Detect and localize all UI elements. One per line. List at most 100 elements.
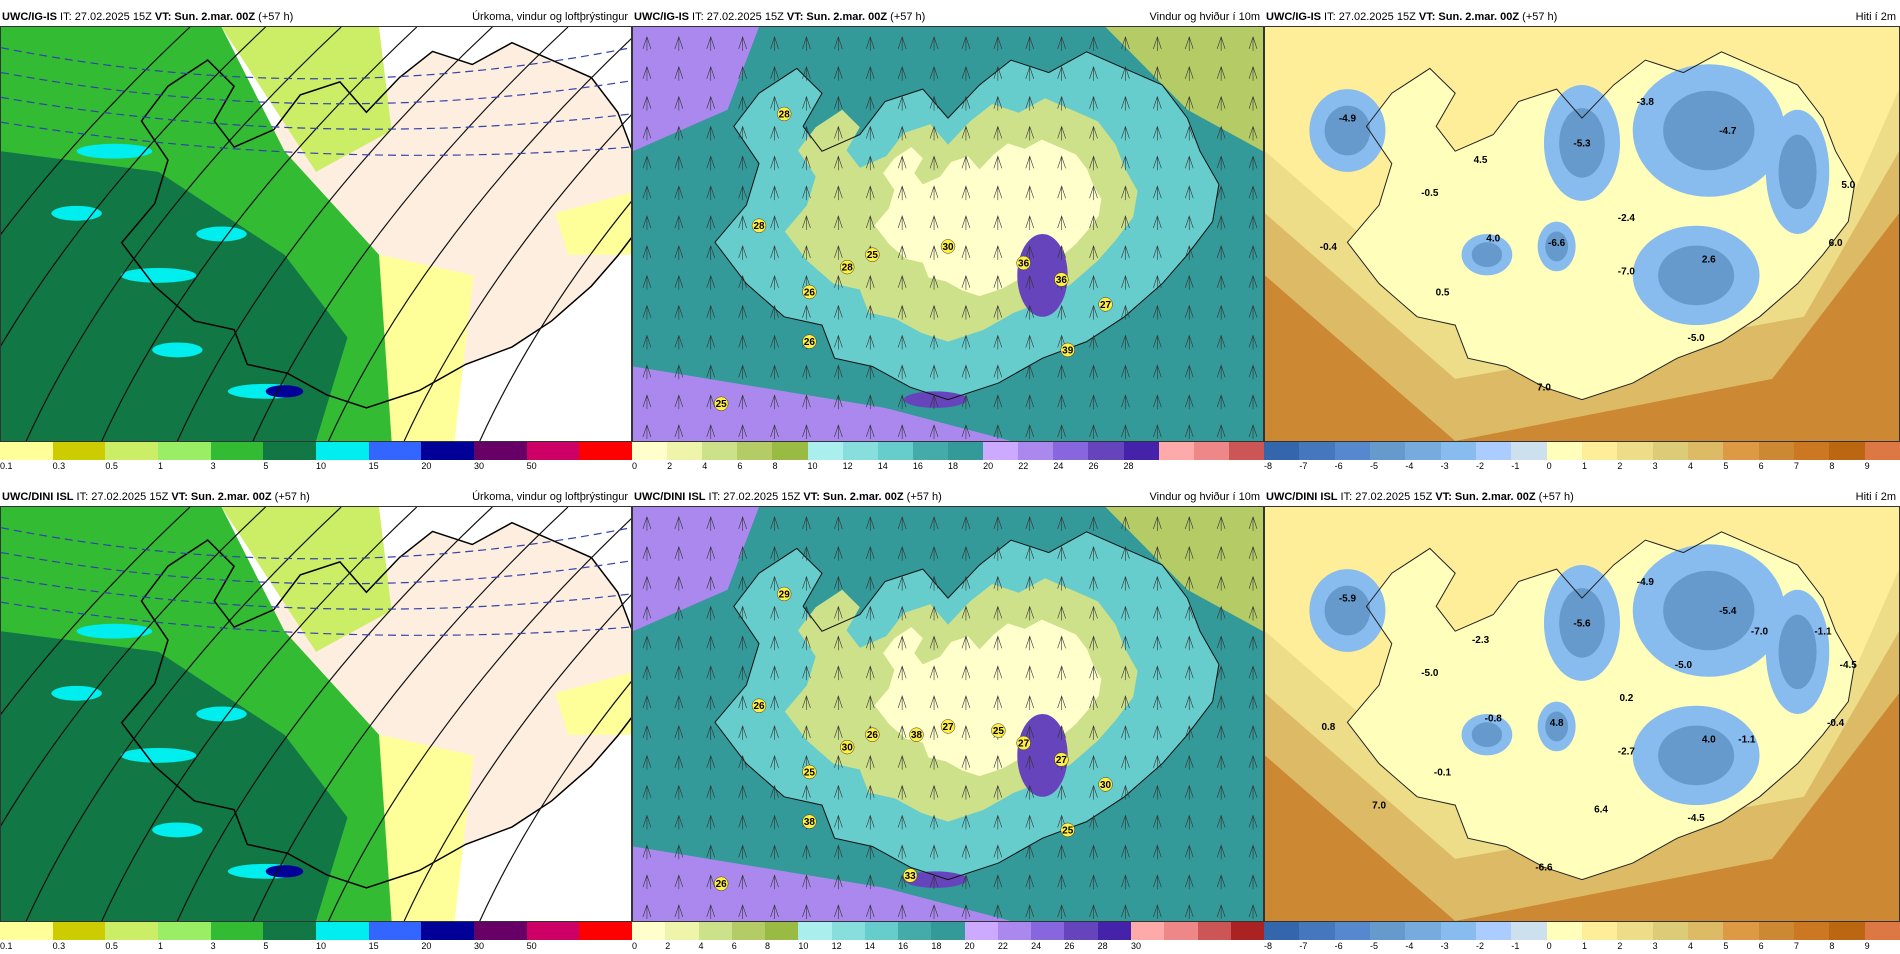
map-canvas	[1, 27, 631, 441]
map-value-label: 25	[1060, 822, 1075, 838]
colorbar-cell	[1299, 922, 1335, 940]
model-name: UWC/IG-IS	[1266, 11, 1321, 23]
map-value-label: 26	[802, 284, 817, 300]
svg-text:-5.6: -5.6	[1573, 618, 1591, 629]
map-value-label: 28	[839, 259, 855, 275]
colorbar-cell	[210, 442, 264, 460]
map-area[interactable]	[0, 506, 632, 922]
panel-run-info: UWC/IG-IS IT: 27.02.2025 15Z VT: Sun. 2.…	[1266, 8, 1557, 26]
map-value-label: -0.1	[1434, 767, 1452, 778]
colorbar-cell	[877, 442, 913, 460]
colorbar-tick-label: 18	[931, 941, 942, 951]
svg-text:-4.7: -4.7	[1719, 126, 1737, 137]
colorbar-cell	[964, 922, 998, 940]
map-canvas: 29 26 26 27 30 25 38 27 27 25 30 26 38 25 33	[633, 507, 1263, 921]
colorbar-tick-label: -7	[1299, 461, 1308, 471]
colorbar-cell	[807, 442, 843, 460]
colorbar-tick-label: 16	[912, 461, 923, 471]
colorbar-cell	[579, 442, 633, 460]
panel-header: UWC/DINI ISL IT: 27.02.2025 15Z VT: Sun.…	[632, 488, 1264, 506]
init-time: IT: 27.02.2025 15Z	[57, 11, 155, 23]
valid-time: VT: Sun. 2.mar. 00Z	[786, 11, 888, 23]
svg-text:-5.4: -5.4	[1719, 606, 1737, 617]
map-value-label: -7.0	[1618, 267, 1636, 278]
colorbar-cell	[731, 922, 766, 940]
map-area[interactable]	[0, 26, 632, 442]
map-value-label: -0.4	[1827, 718, 1845, 729]
colorbar-cell	[1511, 442, 1547, 460]
colorbar-cell	[947, 442, 984, 460]
colorbar-cell	[1193, 442, 1229, 460]
map-area[interactable]: 29 26 26 27 30 25 38 27 27 25 30 26 38 25 33	[632, 506, 1264, 922]
colorbar-tick-label: -5	[1370, 941, 1379, 951]
svg-text:25: 25	[993, 726, 1005, 737]
colorbar-tick-label: 14	[864, 941, 875, 951]
colorbar-cell	[474, 442, 527, 460]
lead-time: (+57 h)	[1535, 491, 1574, 503]
map-area[interactable]: 28 28 25 30 28 26 26 36 36 39 27 25	[632, 26, 1264, 442]
colorbar-cell	[263, 442, 317, 460]
map-canvas: 28 28 25 30 28 26 26 36 36 39 27 25	[633, 27, 1263, 441]
colorbar-cell	[263, 922, 317, 940]
map-value-label: -6.6	[1535, 863, 1553, 874]
map-value-label: -3.8	[1637, 97, 1655, 108]
colorbar-cell	[1581, 442, 1618, 460]
colorbar-tick-label: -8	[1264, 461, 1273, 471]
svg-text:-5.9: -5.9	[1339, 594, 1357, 605]
map-value-label: 6.0	[1829, 238, 1843, 249]
colorbar-tick-label: 6	[737, 461, 743, 471]
map-area[interactable]: -4.9 -3.8 -5.3 -4.7 4.5 -0.5 5.0 -2.4 -0.4 4.0 -6.…	[1264, 26, 1900, 442]
colorbar-tick-label: 2	[665, 941, 671, 951]
colorbar-cell	[983, 442, 1019, 460]
svg-text:-2.7: -2.7	[1618, 747, 1636, 758]
map-value-label: 4.0	[1486, 234, 1500, 245]
colorbar-tick-label: 5	[1723, 461, 1729, 471]
colorbar-cell	[1053, 442, 1089, 460]
colorbar-tick-label: 6	[731, 941, 737, 951]
map-panel-p4: UWC/DINI ISL IT: 27.02.2025 15Z VT: Sun.…	[0, 488, 633, 954]
colorbar-tick-label: -3	[1440, 941, 1449, 951]
svg-text:-5.3: -5.3	[1573, 138, 1591, 149]
colorbar-tick-label: 3	[1652, 461, 1658, 471]
colorbar-cell	[1723, 442, 1759, 460]
colorbar-cell	[702, 442, 738, 460]
svg-text:-3.8: -3.8	[1637, 97, 1655, 108]
init-time: IT: 27.02.2025 15Z	[705, 491, 804, 503]
colorbar-cell	[632, 442, 668, 460]
colorbar-tick-label: 28	[1123, 461, 1134, 471]
colorbar-cell	[1546, 442, 1582, 460]
svg-text:-0.4: -0.4	[1320, 242, 1338, 253]
map-value-label: -4.9	[1339, 114, 1357, 125]
colorbar-cell	[421, 442, 475, 460]
lead-time: (+57 h)	[903, 491, 942, 503]
svg-text:-0.5: -0.5	[1421, 188, 1439, 199]
colorbar-tick-label: 7	[1794, 461, 1800, 471]
map-value-label: 27	[1054, 752, 1069, 767]
colorbar-cell	[1652, 922, 1688, 940]
colorbar-tick-label: 6	[1758, 941, 1764, 951]
init-time: IT: 27.02.2025 15Z	[73, 491, 172, 503]
map-value-label: 4.5	[1474, 155, 1488, 166]
colorbar-cell	[1758, 922, 1794, 940]
colorbar-cell	[526, 442, 580, 460]
panel-title: Hiti í 2m	[1855, 491, 1896, 503]
colorbar-cell	[1299, 442, 1335, 460]
svg-text:6.4: 6.4	[1594, 805, 1608, 816]
colorbar-cell	[1793, 442, 1830, 460]
map-value-label: -0.4	[1320, 242, 1338, 253]
colorbar-cell	[0, 442, 53, 460]
colorbar-cell	[737, 442, 773, 460]
map-value-label: -2.7	[1618, 747, 1636, 758]
map-value-label: -5.4	[1719, 606, 1737, 617]
colorbar-cell	[105, 442, 159, 460]
svg-text:39: 39	[1062, 345, 1074, 356]
panel-header: UWC/DINI ISL IT: 27.02.2025 15Z VT: Sun.…	[0, 488, 632, 506]
colorbar-tick-label: 4	[698, 941, 704, 951]
colorbar-tick-label: 2	[667, 461, 673, 471]
colorbar-tick-label: 26	[1064, 941, 1075, 951]
svg-text:-0.1: -0.1	[1434, 767, 1452, 778]
valid-time: VT: Sun. 2.mar. 00Z	[171, 491, 272, 503]
colorbar-cell	[1405, 922, 1441, 940]
map-value-label: 26	[713, 876, 729, 891]
map-area[interactable]: -5.9 -4.9 -5.6 -5.4 -2.3 -5.0 -4.5 0.2 0.8 -0.8 4.…	[1264, 506, 1900, 922]
